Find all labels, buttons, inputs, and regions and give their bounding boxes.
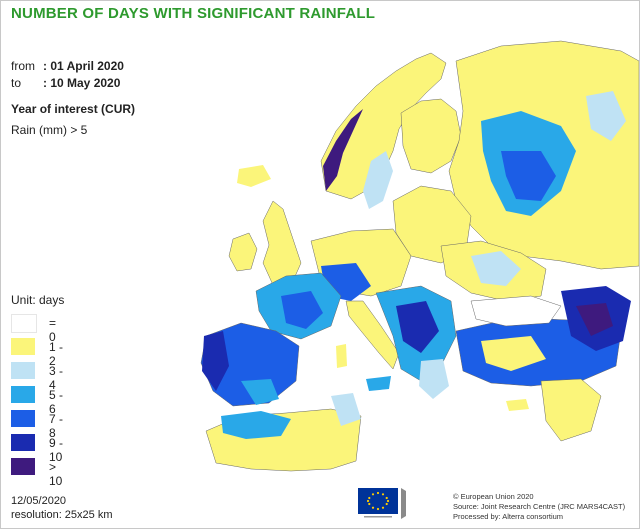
legend-label: > 10	[49, 460, 63, 488]
region-finland	[400, 98, 462, 174]
legend-swatch	[11, 338, 35, 355]
from-value: : 01 April 2020	[43, 59, 124, 73]
rain-threshold: Rain (mm) > 5	[11, 123, 88, 137]
legend-item: 5 - 6	[11, 383, 64, 416]
region-maghreb-wet	[221, 411, 291, 439]
legend: Unit: days = 0 1 - 2 3 - 4 5 - 6 7 - 8 9…	[11, 293, 65, 488]
legend-label: 3 - 4	[49, 364, 64, 392]
eu-commission-logo	[358, 488, 406, 519]
legend-label: 9 - 10	[49, 436, 64, 464]
region-iceland	[237, 165, 271, 187]
legend-swatch	[11, 410, 35, 427]
region-cyprus	[506, 399, 529, 411]
legend-item: 1 - 2	[11, 335, 64, 368]
region-sardinia	[336, 344, 347, 368]
region-turkey-interior	[481, 336, 546, 371]
legend-item: > 10	[11, 455, 64, 488]
region-ukraine-wet	[471, 251, 521, 286]
region-greece	[419, 359, 449, 399]
legend-label: 7 - 8	[49, 412, 64, 440]
legend-item: 7 - 8	[11, 407, 64, 440]
processed-by: Processed by: Alterra consortium	[453, 512, 564, 521]
region-levant	[540, 378, 602, 442]
to-value: : 10 May 2020	[43, 76, 121, 90]
region-iberia-south	[241, 379, 279, 405]
production-date: 12/05/2020	[11, 495, 67, 507]
legend-swatch	[11, 458, 35, 475]
legend-item: 9 - 10	[11, 431, 64, 464]
credits: © European Union 2020 Source: Joint Rese…	[453, 492, 625, 522]
region-balkans-wet	[396, 301, 439, 353]
region-italy	[345, 300, 400, 370]
legend-item: = 0	[11, 311, 64, 344]
region-france-core	[281, 291, 323, 329]
legend-label: 5 - 6	[49, 388, 64, 416]
date-range: from : 01 April 2020 to : 10 May 2020	[11, 58, 124, 92]
legend-swatch	[11, 314, 37, 333]
legend-label: = 0	[49, 316, 57, 344]
region-great-britain	[262, 200, 302, 286]
region-iberia-west	[202, 331, 229, 391]
region-black-sea	[470, 295, 562, 327]
year-of-interest: Year of interest (CUR)	[11, 102, 136, 116]
production-info: 12/05/2020 resolution: 25x25 km	[11, 494, 113, 522]
map-title: NUMBER OF DAYS WITH SIGNIFICANT RAINFALL	[11, 5, 376, 22]
legend-swatch	[11, 386, 35, 403]
legend-item: 3 - 4	[11, 359, 64, 392]
region-volga	[586, 91, 626, 141]
data-source: Source: Joint Research Centre (JRC MARS4…	[453, 502, 626, 511]
region-caucasus	[576, 303, 613, 336]
region-norway-coast	[323, 109, 363, 191]
legend-unit: Unit: days	[11, 293, 65, 307]
from-label: from	[11, 59, 35, 73]
to-label: to	[11, 76, 22, 90]
region-sweden-south	[363, 151, 393, 209]
region-russia-core	[501, 151, 556, 201]
copyright: © European Union 2020	[453, 492, 534, 501]
resolution: resolution: 25x25 km	[11, 509, 113, 521]
region-ireland	[228, 232, 258, 272]
region-sicily	[366, 376, 391, 391]
region-tunisia	[331, 393, 361, 426]
legend-swatch	[11, 434, 35, 451]
legend-swatch	[11, 362, 35, 379]
legend-label: 1 - 2	[49, 340, 64, 368]
